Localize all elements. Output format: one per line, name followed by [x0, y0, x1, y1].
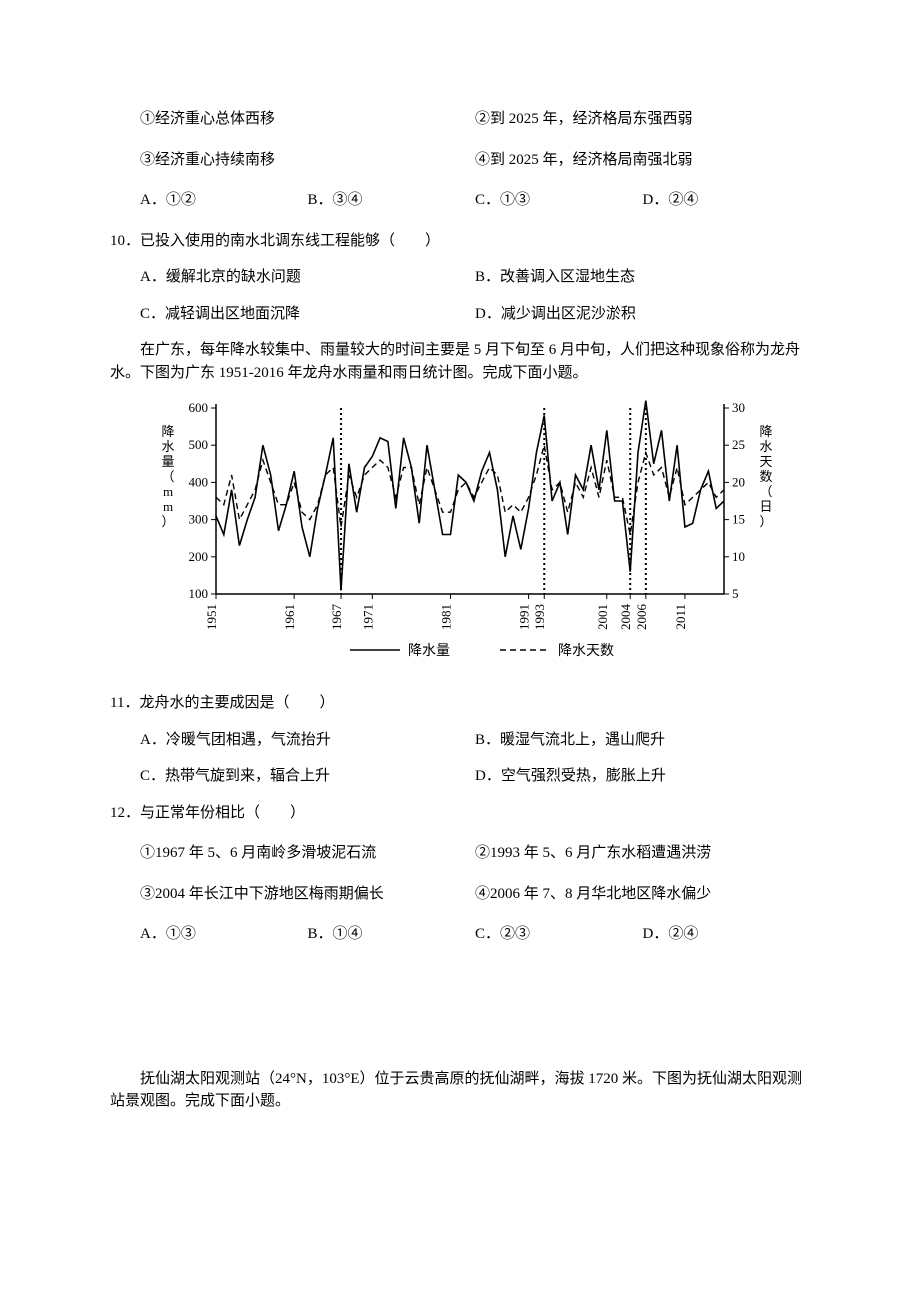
q12-option-3: ③2004 年长江中下游地区梅雨期偏长	[140, 883, 475, 906]
svg-text:数: 数	[759, 469, 772, 484]
q12-option-1: ①1967 年 5、6 月南岭多滑坡泥石流	[140, 842, 475, 865]
q9-option-4: ④到 2025 年，经济格局南强北弱	[475, 149, 810, 172]
svg-text:降水天数: 降水天数	[558, 643, 614, 659]
svg-text:量: 量	[161, 454, 174, 469]
svg-text:1981: 1981	[438, 604, 453, 630]
q9-answer-c[interactable]: C．①③	[475, 189, 643, 212]
svg-text:（: （	[161, 469, 174, 484]
svg-text:降水量: 降水量	[408, 643, 450, 659]
q10-option-a[interactable]: A．缓解北京的缺水问题	[140, 266, 475, 289]
svg-text:2001: 2001	[595, 604, 610, 630]
passage-fuxian: 抚仙湖太阳观测站（24°N，103°E）位于云贵高原的抚仙湖畔，海拔 1720 …	[110, 1068, 810, 1113]
q9-option-2: ②到 2025 年，经济格局东强西弱	[475, 108, 810, 131]
svg-text:25: 25	[732, 437, 745, 452]
svg-text:400: 400	[189, 474, 209, 489]
q12-option-2: ②1993 年 5、6 月广东水稻遭遇洪涝	[475, 842, 810, 865]
svg-text:）: ）	[759, 514, 772, 529]
svg-text:5: 5	[732, 586, 739, 601]
longzhou-chart: 10020030040050060051015202530降水量（mm）降水天数…	[140, 394, 780, 674]
q11-stem: 11．龙舟水的主要成因是（ ）	[110, 692, 810, 715]
q12-option-4: ④2006 年 7、8 月华北地区降水偏少	[475, 883, 810, 906]
svg-text:500: 500	[189, 437, 209, 452]
q9-answer-b[interactable]: B．③④	[308, 189, 476, 212]
svg-text:600: 600	[189, 400, 209, 415]
svg-text:m: m	[163, 499, 173, 514]
svg-text:（: （	[759, 484, 772, 499]
q10-stem: 10．已投入使用的南水北调东线工程能够（ ）	[110, 230, 810, 253]
svg-text:天: 天	[759, 454, 772, 469]
q11-option-b[interactable]: B．暖湿气流北上，遇山爬升	[475, 729, 810, 752]
svg-text:200: 200	[189, 549, 209, 564]
svg-text:降: 降	[161, 424, 174, 439]
spacer	[110, 964, 810, 1054]
svg-text:m: m	[163, 484, 173, 499]
svg-text:100: 100	[189, 586, 209, 601]
q10-option-d[interactable]: D．减少调出区泥沙淤积	[475, 303, 810, 326]
svg-text:）: ）	[161, 514, 174, 529]
q11-option-d[interactable]: D．空气强烈受热，膨胀上升	[475, 765, 810, 788]
q10-option-b[interactable]: B．改善调入区湿地生态	[475, 266, 810, 289]
q12-answer-d[interactable]: D．②④	[643, 923, 811, 946]
svg-text:300: 300	[189, 512, 209, 527]
q10-option-c[interactable]: C．减轻调出区地面沉降	[140, 303, 475, 326]
q9-option-3: ③经济重心持续南移	[140, 149, 475, 172]
svg-text:1971: 1971	[360, 604, 375, 630]
svg-text:水: 水	[161, 439, 174, 454]
q9-answer-d[interactable]: D．②④	[643, 189, 811, 212]
q9-option-1: ①经济重心总体西移	[140, 108, 475, 131]
svg-text:15: 15	[732, 512, 745, 527]
svg-text:1967: 1967	[329, 604, 344, 631]
svg-text:1951: 1951	[204, 604, 219, 630]
svg-text:10: 10	[732, 549, 745, 564]
svg-text:水: 水	[759, 439, 772, 454]
svg-text:日: 日	[759, 499, 772, 514]
svg-text:1961: 1961	[282, 604, 297, 630]
svg-text:30: 30	[732, 400, 745, 415]
q12-answer-b[interactable]: B．①④	[308, 923, 476, 946]
svg-text:20: 20	[732, 474, 745, 489]
svg-text:1993: 1993	[532, 604, 547, 630]
svg-text:2011: 2011	[673, 604, 688, 630]
passage-longzhou: 在广东，每年降水较集中、雨量较大的时间主要是 5 月下旬至 6 月中旬，人们把这…	[110, 339, 810, 384]
svg-text:1991: 1991	[517, 604, 532, 630]
longzhou-chart-svg: 10020030040050060051015202530降水量（mm）降水天数…	[140, 394, 780, 674]
q11-option-c[interactable]: C．热带气旋到来，辐合上升	[140, 765, 475, 788]
q9-answer-a[interactable]: A．①②	[140, 189, 308, 212]
svg-text:2004: 2004	[618, 604, 633, 631]
q12-answer-c[interactable]: C．②③	[475, 923, 643, 946]
svg-text:2006: 2006	[634, 604, 649, 631]
q11-option-a[interactable]: A．冷暖气团相遇，气流抬升	[140, 729, 475, 752]
svg-text:降: 降	[759, 424, 772, 439]
q12-stem: 12．与正常年份相比（ ）	[110, 802, 810, 825]
q12-answer-a[interactable]: A．①③	[140, 923, 308, 946]
